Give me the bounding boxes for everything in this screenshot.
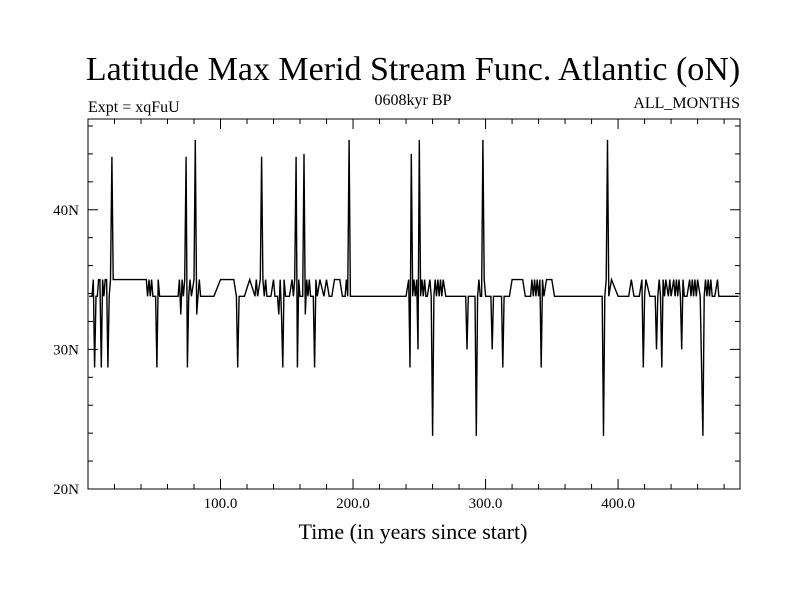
x-tick-label: 300.0	[469, 496, 503, 512]
series-line-0	[89, 139, 739, 436]
tick-labels: 100.0 200.0 300.0 400.0 20N 30N 40N	[53, 203, 635, 512]
x-axis-title: Time (in years since start)	[299, 519, 528, 544]
x-tick-label: 400.0	[601, 496, 635, 512]
series-layer	[89, 139, 739, 436]
experiment-label: Expt = xqFuU	[88, 99, 180, 116]
x-tick-label: 200.0	[336, 496, 370, 512]
y-tick-label: 30N	[53, 342, 79, 358]
period-label: 0608kyr BP	[375, 92, 452, 109]
y-tick-label: 20N	[53, 482, 79, 498]
plot-frame	[87, 118, 741, 490]
axis-ticks	[88, 119, 740, 490]
chart-title: Latitude Max Merid Stream Func. Atlantic…	[86, 51, 740, 88]
months-label: ALL_MONTHS	[633, 95, 740, 112]
x-tick-label: 100.0	[204, 496, 238, 512]
y-tick-label: 40N	[53, 203, 79, 219]
